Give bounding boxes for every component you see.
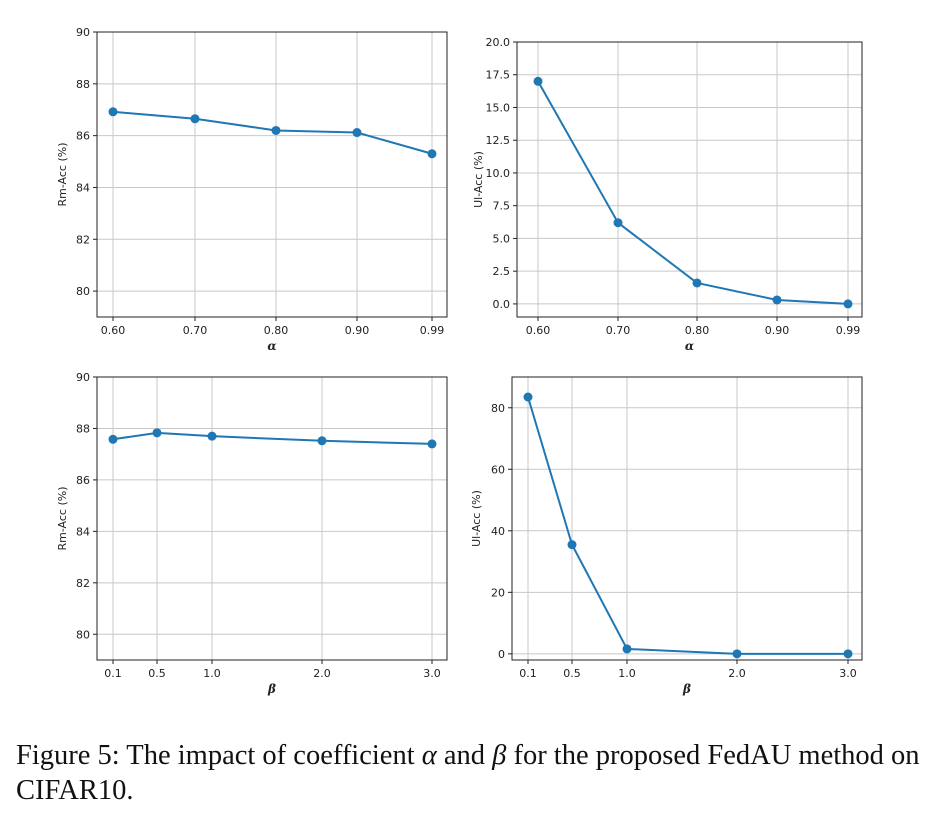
data-point: [427, 439, 437, 449]
y-tick-label: 80: [76, 628, 90, 641]
data-point: [772, 295, 782, 305]
data-point: [207, 431, 217, 441]
y-tick-label: 40: [491, 525, 505, 538]
x-axis-label: β: [267, 682, 276, 696]
y-tick-label: 88: [76, 422, 90, 435]
y-tick-label: 15.0: [486, 101, 511, 114]
x-tick-label: 0.1: [519, 667, 537, 680]
x-tick-label: 0.60: [526, 324, 551, 337]
x-tick-label: 0.5: [148, 667, 166, 680]
series-line: [527, 396, 848, 655]
caption-beta: β: [492, 740, 507, 771]
x-tick-label: 0.90: [765, 324, 790, 337]
y-tick-label: 0: [498, 648, 505, 661]
figure-caption: Figure 5: The impact of coefficient α an…: [16, 738, 931, 808]
x-tick-label: 0.1: [104, 667, 122, 680]
y-tick-label: 90: [76, 26, 90, 39]
plot-frame: [511, 376, 863, 661]
data-point: [352, 128, 362, 138]
y-tick-label: 7.5: [493, 200, 511, 213]
y-tick-label: 60: [491, 463, 505, 476]
x-axis-label: α: [685, 339, 694, 353]
x-tick-label: 0.99: [836, 324, 861, 337]
data-point: [843, 299, 853, 309]
y-tick-label: 12.5: [486, 134, 511, 147]
x-tick-label: 2.0: [313, 667, 331, 680]
data-point: [108, 434, 118, 444]
y-tick-label: 10.0: [486, 167, 511, 180]
x-tick-label: 0.90: [345, 324, 370, 337]
data-point: [567, 540, 577, 550]
x-tick-label: 0.70: [183, 324, 208, 337]
plot-frame: [96, 376, 448, 661]
plot-frame: [96, 31, 448, 318]
y-axis-label: Ul-Acc (%): [470, 490, 483, 547]
y-tick-label: 86: [76, 130, 90, 143]
data-point: [190, 114, 200, 124]
y-tick-label: 86: [76, 474, 90, 487]
data-point: [108, 107, 118, 117]
chart-panel-3: 0.1 0.5 1.0 2.0 3.0 80 82 84 86 88 90 β Rm-Acc (%): [56, 371, 448, 696]
y-tick-label: 82: [76, 233, 90, 246]
x-tick-label: 2.0: [728, 667, 746, 680]
y-tick-label: 84: [76, 181, 90, 194]
plot-frame: [516, 41, 863, 318]
data-point: [692, 278, 702, 288]
x-tick-label: 3.0: [423, 667, 441, 680]
chart-panel-1: 0.60 0.70 0.80 0.90 0.99 80 82 84 86 88 90 α Rm-Acc …: [56, 26, 448, 353]
y-tick-label: 90: [76, 371, 90, 384]
chart-panel-2: 0.60 0.70 0.80 0.90 0.99 0.0 2.5 5.0 7.5 10.0 12.5…: [472, 36, 863, 353]
y-axis-label: Rm-Acc (%): [56, 486, 69, 550]
y-tick-label: 80: [76, 285, 90, 298]
x-tick-label: 0.80: [685, 324, 710, 337]
series-line: [537, 80, 849, 305]
data-point: [427, 149, 437, 159]
data-point: [271, 125, 281, 135]
chart-panel-4: 0.1 0.5 1.0 2.0 3.0 0 20 40 60 80 β Ul-Acc (%): [470, 376, 863, 696]
caption-mid: and: [436, 740, 493, 771]
y-tick-label: 0.0: [493, 298, 511, 311]
caption-prefix: Figure 5: The impact of coefficient: [16, 740, 422, 771]
x-tick-label: 1.0: [203, 667, 221, 680]
y-tick-label: 82: [76, 577, 90, 590]
x-tick-label: 0.70: [606, 324, 631, 337]
data-point: [843, 649, 853, 659]
x-tick-label: 0.99: [420, 324, 445, 337]
y-tick-label: 88: [76, 78, 90, 91]
data-point: [732, 649, 742, 659]
x-tick-label: 3.0: [839, 667, 857, 680]
data-point: [533, 76, 543, 86]
x-tick-label: 0.60: [101, 324, 126, 337]
y-axis-label: Rm-Acc (%): [56, 142, 69, 206]
data-point: [152, 428, 162, 438]
y-tick-label: 20.0: [486, 36, 511, 49]
x-tick-label: 1.0: [618, 667, 636, 680]
data-point: [622, 644, 632, 654]
data-point: [613, 218, 623, 228]
y-tick-label: 5.0: [493, 232, 511, 245]
caption-alpha: α: [421, 740, 437, 771]
x-tick-label: 0.5: [563, 667, 581, 680]
data-point: [317, 436, 327, 446]
y-tick-label: 17.5: [486, 69, 511, 82]
y-tick-label: 2.5: [493, 265, 511, 278]
y-tick-label: 84: [76, 525, 90, 538]
data-point: [523, 392, 533, 402]
y-axis-label: Ul-Acc (%): [472, 151, 485, 208]
x-tick-label: 0.80: [264, 324, 289, 337]
y-tick-label: 20: [491, 586, 505, 599]
caption-suffix: for the proposed FedAU method on CIFAR10…: [16, 740, 920, 806]
x-axis-label: α: [267, 339, 276, 353]
x-axis-label: β: [682, 682, 691, 696]
y-tick-label: 80: [491, 402, 505, 415]
